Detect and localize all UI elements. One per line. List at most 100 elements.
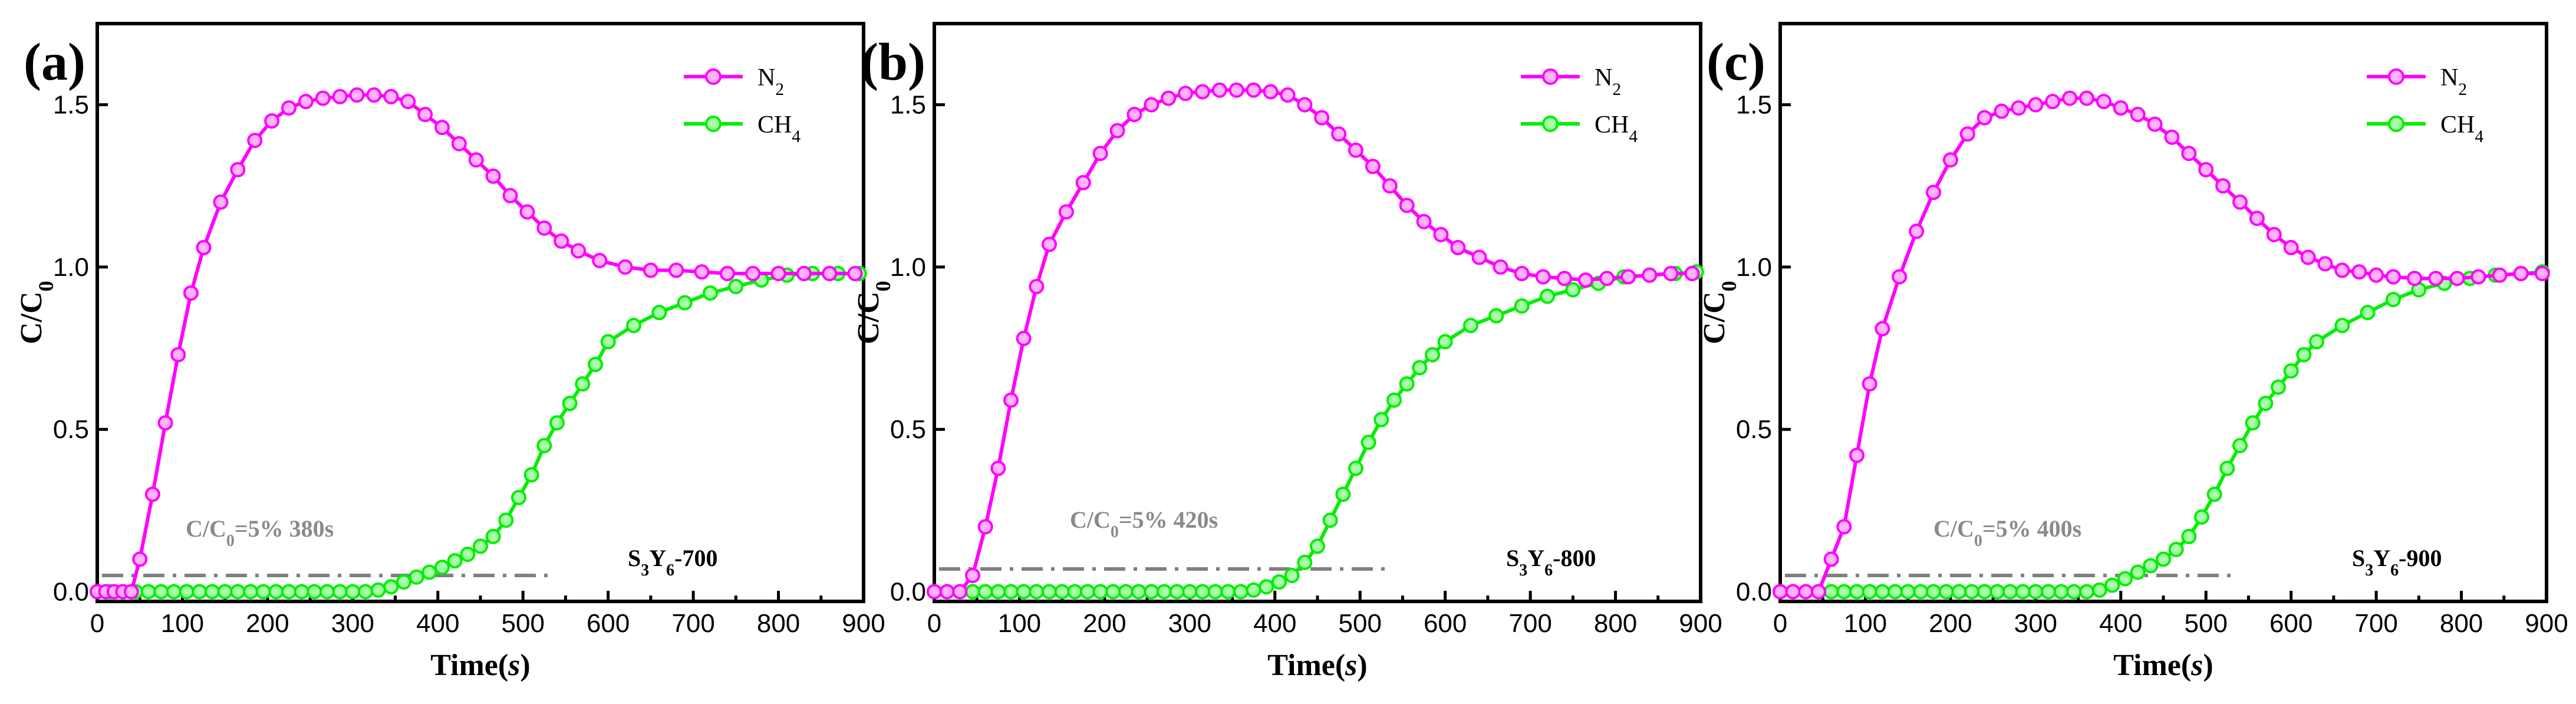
- data-point-ch4: [1054, 584, 1070, 600]
- data-point-ch4: [345, 584, 361, 600]
- data-point-n2: [2130, 107, 2146, 123]
- data-point-ch4: [1836, 584, 1852, 600]
- y-tick-label: 0.5: [1736, 415, 1772, 444]
- data-point-n2: [1926, 185, 1941, 200]
- data-point-n2: [1399, 198, 1415, 213]
- data-point-ch4: [1195, 584, 1210, 600]
- data-point-n2: [1798, 584, 1814, 600]
- x-tick-label: 700: [671, 609, 714, 638]
- data-point-n2: [281, 100, 297, 116]
- data-point-ch4: [1284, 567, 1300, 583]
- data-point-n2: [434, 120, 450, 136]
- data-point-n2: [183, 285, 199, 301]
- data-point-n2: [643, 262, 658, 278]
- data-point-ch4: [447, 553, 463, 569]
- data-point-ch4: [319, 584, 335, 600]
- x-tick-label: 300: [331, 609, 374, 638]
- data-point-n2: [1126, 107, 1142, 123]
- y-axis-title: C/C0: [1698, 281, 1741, 344]
- data-point-ch4: [2309, 334, 2324, 350]
- data-point-n2: [264, 113, 280, 129]
- data-point-n2: [400, 94, 416, 110]
- plot-frame: [933, 22, 1702, 603]
- y-axis-title: C/C0: [15, 281, 58, 344]
- data-point-ch4: [1875, 584, 1890, 600]
- data-point-ch4: [2360, 305, 2376, 320]
- x-tick-label: 400: [1253, 609, 1296, 638]
- data-point-ch4: [2104, 577, 2120, 593]
- data-point-ch4: [1067, 584, 1083, 600]
- data-point-ch4: [1310, 538, 1325, 554]
- data-point-n2: [745, 265, 761, 281]
- data-point-ch4: [1849, 584, 1865, 600]
- data-point-n2: [1785, 584, 1801, 600]
- legend-ch4-marker: [2388, 116, 2404, 132]
- data-point-n2: [694, 264, 710, 280]
- data-point-ch4: [1259, 579, 1274, 595]
- data-point-n2: [1892, 269, 1908, 285]
- data-point-n2: [123, 584, 139, 600]
- data-point-n2: [230, 162, 246, 177]
- breakthrough-annotation: C/C0=5% 420s: [1070, 506, 1218, 541]
- data-point-ch4: [728, 278, 744, 294]
- y-tick-label: 0.0: [53, 577, 89, 606]
- data-point-ch4: [2219, 460, 2235, 476]
- legend-ch4-label: CH4: [2440, 111, 2483, 146]
- data-point-ch4: [268, 584, 284, 600]
- legend-ch4-label: CH4: [1595, 111, 1638, 146]
- data-point-n2: [1959, 126, 1975, 142]
- data-point-n2: [1297, 97, 1313, 113]
- data-point-n2: [1994, 103, 2010, 119]
- sample-label: S3Y6-800: [1506, 545, 1596, 580]
- data-point-n2: [1280, 87, 1296, 103]
- data-point-ch4: [651, 305, 667, 320]
- data-point-ch4: [1118, 584, 1134, 600]
- data-point-ch4: [2156, 551, 2171, 567]
- data-point-n2: [349, 87, 365, 103]
- data-point-n2: [796, 265, 812, 281]
- data-point-n2: [719, 265, 735, 281]
- data-point-ch4: [1463, 318, 1478, 334]
- data-point-n2: [1016, 331, 1032, 347]
- data-point-ch4: [2386, 291, 2401, 307]
- data-point-ch4: [2053, 584, 2069, 600]
- data-point-ch4: [1565, 282, 1581, 298]
- data-point-ch4: [1412, 360, 1428, 376]
- data-point-n2: [1493, 259, 1508, 275]
- data-point-n2: [1195, 84, 1210, 100]
- data-point-n2: [298, 94, 314, 110]
- legend-n2-label: N2: [757, 64, 784, 99]
- data-point-n2: [1365, 159, 1381, 175]
- data-point-ch4: [1977, 584, 1992, 600]
- x-tick-label: 100: [998, 609, 1041, 638]
- data-point-n2: [2407, 271, 2423, 287]
- data-point-n2: [2164, 129, 2180, 145]
- data-point-ch4: [1514, 298, 1530, 314]
- data-point-n2: [1331, 126, 1347, 142]
- data-point-ch4: [2283, 363, 2299, 379]
- data-point-n2: [2215, 178, 2231, 194]
- data-point-ch4: [1900, 584, 1916, 600]
- legend-n2-marker: [1542, 68, 1559, 85]
- data-point-ch4: [1348, 460, 1363, 476]
- data-point-n2: [1450, 239, 1466, 255]
- data-point-n2: [592, 252, 608, 268]
- data-point-n2: [315, 90, 331, 106]
- x-tick-label: 900: [1679, 609, 1722, 638]
- data-point-n2: [451, 136, 467, 152]
- data-point-n2: [571, 243, 587, 259]
- data-point-n2: [383, 88, 399, 104]
- data-point-ch4: [1540, 288, 1555, 304]
- data-point-ch4: [1989, 584, 2005, 600]
- data-point-n2: [1246, 82, 1261, 98]
- data-point-n2: [2300, 249, 2316, 265]
- data-point-n2: [2266, 226, 2282, 242]
- data-point-n2: [2181, 146, 2197, 162]
- x-tick-label: 100: [161, 609, 204, 638]
- data-point-n2: [1556, 271, 1572, 287]
- x-tick-label: 0: [90, 609, 104, 638]
- data-point-ch4: [2206, 486, 2222, 502]
- data-point-n2: [822, 265, 838, 281]
- x-tick-label: 600: [587, 609, 630, 638]
- data-point-n2: [2449, 271, 2465, 287]
